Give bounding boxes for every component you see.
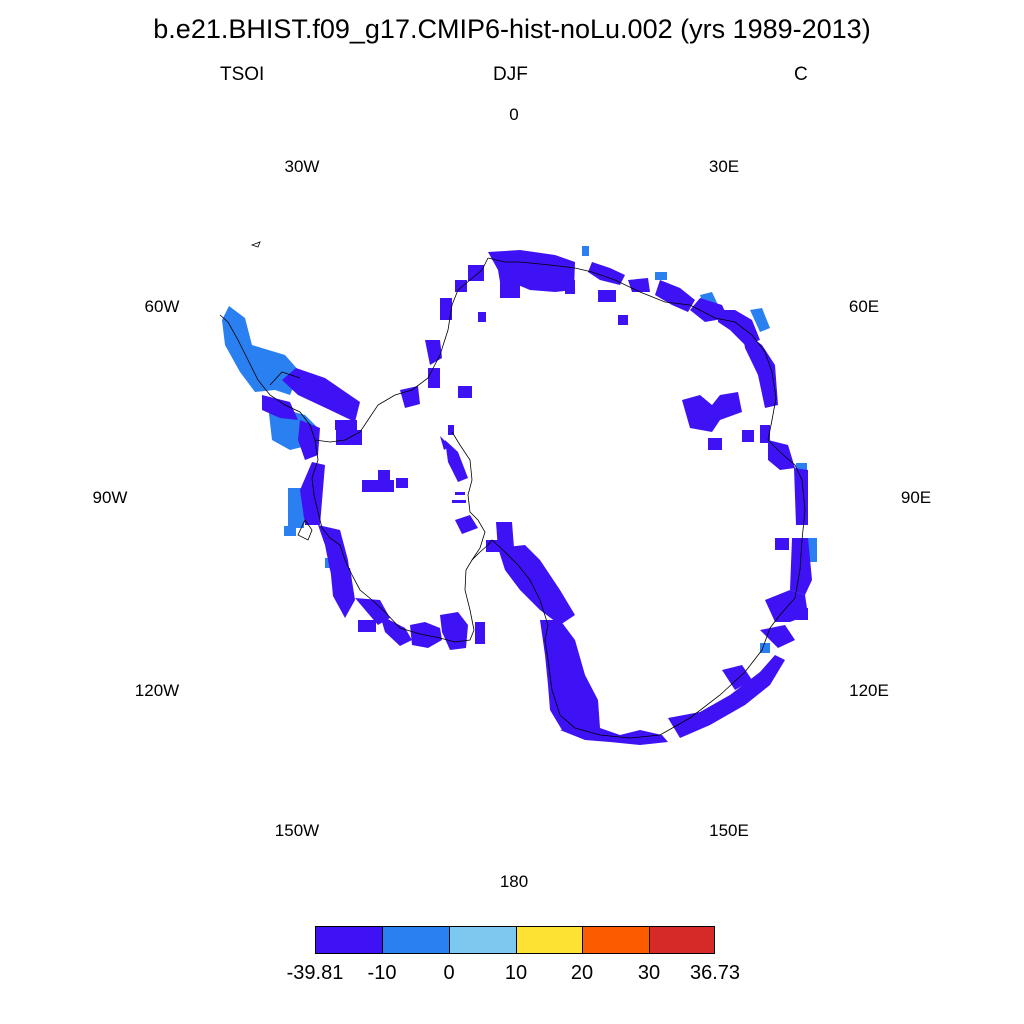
cold-cells [262,250,812,745]
lon-label-60e: 60E [848,297,880,316]
units-label: C [794,64,808,85]
lon-label-180: 180 [499,872,529,891]
lon-label-120e: 120E [849,681,889,700]
plot-title: b.e21.BHIST.f09_g17.CMIP6-hist-noLu.002 … [153,14,871,44]
colorbar-tick-4: 20 [570,962,594,984]
colorbar-swatch-3 [516,926,583,954]
colorbar-tick-5: 30 [637,962,661,984]
lon-label-90w: 90W [92,488,128,507]
lon-label-150e: 150E [709,821,749,840]
lon-label-60w: 60W [144,297,180,316]
colorbar-tick-2: 0 [443,962,455,984]
lon-label-30e: 30E [708,157,740,176]
colorbar-swatch-2 [449,926,517,954]
colorbar-swatch-1 [382,926,450,954]
colorbar-swatch-5 [649,926,715,954]
colorbar-swatch-0 [315,926,383,954]
lon-label-0: 0 [509,105,519,124]
colorbar-tick-0: -39.81 [286,962,344,984]
variable-label: TSOI [220,64,265,85]
lon-label-120w: 120W [134,681,180,700]
lon-label-90e: 90E [900,488,932,507]
lon-label-30w: 30W [284,157,320,176]
colorbar-swatch-4 [582,926,650,954]
colorbar-tick-3: 10 [504,962,528,984]
coastline [219,241,806,739]
colorbar-tick-1: -10 [367,962,397,984]
colorbar-tick-6: 36.73 [689,962,741,984]
lon-label-150w: 150W [274,821,320,840]
season-label: DJF [493,64,528,85]
